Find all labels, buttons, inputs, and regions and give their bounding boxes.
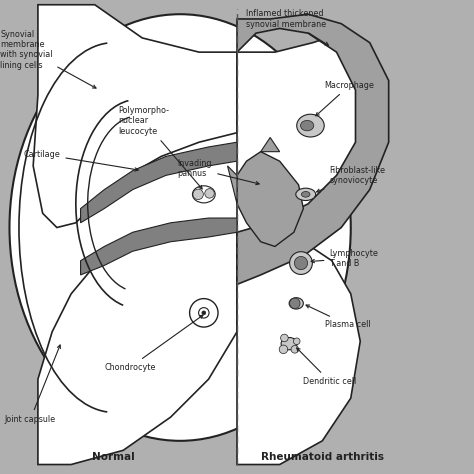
Ellipse shape [301,120,314,131]
Text: Chondrocyte: Chondrocyte [104,315,203,372]
Text: Inflamed thickened
synovial membrane: Inflamed thickened synovial membrane [246,9,328,45]
Polygon shape [261,137,280,152]
Text: Macrophage: Macrophage [316,81,374,116]
Ellipse shape [289,298,303,309]
Circle shape [193,189,203,200]
Text: Plasma cell: Plasma cell [306,305,370,329]
Text: Fibroblast-like
synoviocyte: Fibroblast-like synoviocyte [317,166,385,192]
Text: Polymorpho-
nuclear
leucocyte: Polymorpho- nuclear leucocyte [118,106,202,189]
Polygon shape [237,152,303,246]
Polygon shape [228,166,237,204]
Ellipse shape [192,186,215,203]
Ellipse shape [9,14,351,441]
Circle shape [290,252,312,274]
Polygon shape [81,142,237,223]
Polygon shape [81,218,237,275]
Circle shape [202,311,206,315]
Polygon shape [38,232,237,465]
Circle shape [281,334,288,342]
Circle shape [279,345,288,354]
Polygon shape [237,232,360,465]
Circle shape [190,299,218,327]
Text: Lymphocyte
T and B: Lymphocyte T and B [311,249,378,268]
Polygon shape [237,33,370,232]
Text: Rheumatoid arthritis: Rheumatoid arthritis [261,452,384,462]
Text: Dendritic cell: Dendritic cell [297,348,356,386]
Ellipse shape [296,188,316,201]
Ellipse shape [301,191,310,197]
Polygon shape [33,5,237,228]
Circle shape [291,346,299,353]
Circle shape [290,298,300,309]
Circle shape [199,308,209,318]
Text: Invading
pannus: Invading pannus [178,159,259,185]
Ellipse shape [281,337,297,350]
Text: Synovial
membrane
with synovial
lining cells: Synovial membrane with synovial lining c… [0,30,96,88]
Text: Cartilage: Cartilage [24,150,138,171]
Circle shape [205,189,214,198]
Text: Joint capsule: Joint capsule [5,345,60,424]
Ellipse shape [297,114,324,137]
Circle shape [294,256,308,270]
Polygon shape [237,14,389,284]
Circle shape [293,338,300,345]
Text: Normal: Normal [92,452,135,462]
